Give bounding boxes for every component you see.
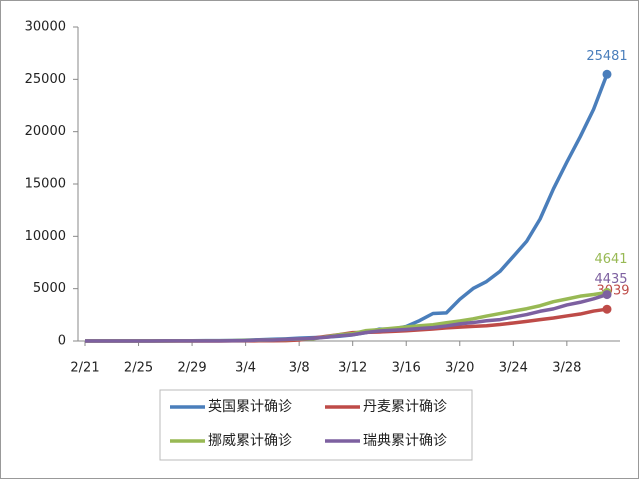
x-tick-label: 2/29 bbox=[177, 361, 206, 376]
end-marker bbox=[602, 304, 612, 314]
y-tick-label: 30000 bbox=[25, 20, 66, 35]
x-tick-label: 3/8 bbox=[289, 361, 310, 376]
y-tick-label: 20000 bbox=[25, 124, 66, 139]
data-label: 25481 bbox=[586, 49, 627, 64]
x-tick-label: 3/28 bbox=[552, 361, 581, 376]
x-tick-label: 2/21 bbox=[70, 361, 99, 376]
legend-label: 瑞典累计确诊 bbox=[363, 433, 447, 449]
series-line bbox=[85, 292, 608, 343]
x-tick-label: 3/4 bbox=[235, 361, 256, 376]
y-tick-label: 0 bbox=[58, 334, 66, 349]
legend-label: 挪威累计确诊 bbox=[208, 433, 292, 449]
legend-box bbox=[159, 389, 473, 461]
x-tick-label: 3/20 bbox=[445, 361, 474, 376]
y-tick-label: 10000 bbox=[25, 229, 66, 244]
x-tick-label: 3/16 bbox=[392, 361, 421, 376]
x-tick-label: 3/12 bbox=[338, 361, 367, 376]
legend-label: 丹麦累计确诊 bbox=[363, 399, 447, 415]
legend-label: 英国累计确诊 bbox=[208, 398, 292, 415]
end-marker bbox=[602, 290, 612, 300]
x-tick-label: 2/25 bbox=[124, 361, 153, 376]
end-marker bbox=[602, 69, 612, 79]
y-tick-label: 25000 bbox=[25, 72, 66, 87]
x-tick-label: 3/24 bbox=[499, 361, 528, 376]
data-label: 4641 bbox=[594, 252, 627, 267]
data-label: 4435 bbox=[594, 272, 627, 287]
y-tick-label: 15000 bbox=[25, 177, 66, 192]
y-tick-label: 5000 bbox=[33, 281, 66, 296]
